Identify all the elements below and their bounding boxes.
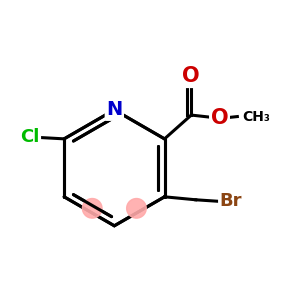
Text: O: O	[211, 108, 228, 128]
Circle shape	[82, 199, 102, 218]
Text: Br: Br	[220, 192, 242, 210]
Text: Cl: Cl	[20, 128, 40, 146]
Text: N: N	[106, 100, 122, 119]
Circle shape	[127, 199, 146, 218]
Text: CH₃: CH₃	[242, 110, 270, 124]
Text: O: O	[182, 66, 200, 86]
